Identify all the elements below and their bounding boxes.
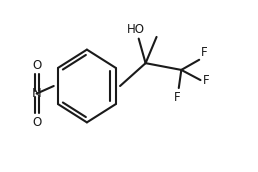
Text: O: O — [32, 59, 41, 72]
Text: F: F — [203, 74, 209, 87]
Text: F: F — [174, 91, 181, 104]
Text: N: N — [32, 87, 42, 100]
Text: O: O — [32, 116, 41, 129]
Text: HO: HO — [127, 23, 145, 36]
Text: F: F — [200, 46, 207, 59]
